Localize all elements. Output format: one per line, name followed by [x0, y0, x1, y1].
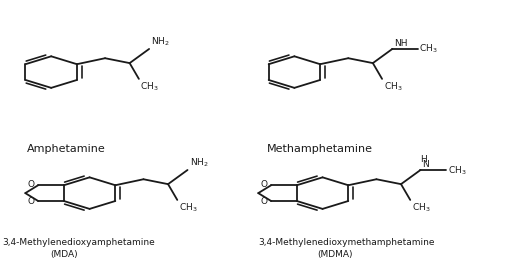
Text: (MDA): (MDA): [50, 250, 78, 259]
Text: O: O: [260, 180, 267, 189]
Text: H: H: [420, 155, 427, 164]
Text: CH$_3$: CH$_3$: [383, 80, 402, 93]
Text: O: O: [27, 197, 34, 206]
Text: NH: NH: [394, 39, 408, 48]
Text: CH$_3$: CH$_3$: [412, 201, 431, 214]
Text: (MDMA): (MDMA): [317, 250, 353, 259]
Text: CH$_3$: CH$_3$: [419, 43, 438, 55]
Text: Amphetamine: Amphetamine: [27, 144, 106, 154]
Text: 3,4-Methylenedioxymethamphetamine: 3,4-Methylenedioxymethamphetamine: [259, 238, 435, 247]
Text: CH$_3$: CH$_3$: [447, 164, 466, 177]
Text: CH$_3$: CH$_3$: [179, 201, 198, 214]
Text: Methamphetamine: Methamphetamine: [267, 144, 373, 154]
Text: N: N: [422, 160, 429, 169]
Text: NH$_2$: NH$_2$: [151, 36, 170, 48]
Text: 3,4-Methylenedioxyamphetamine: 3,4-Methylenedioxyamphetamine: [3, 238, 155, 247]
Text: CH$_3$: CH$_3$: [140, 80, 159, 93]
Text: NH$_2$: NH$_2$: [189, 157, 208, 169]
Text: O: O: [27, 180, 34, 189]
Text: O: O: [260, 197, 267, 206]
